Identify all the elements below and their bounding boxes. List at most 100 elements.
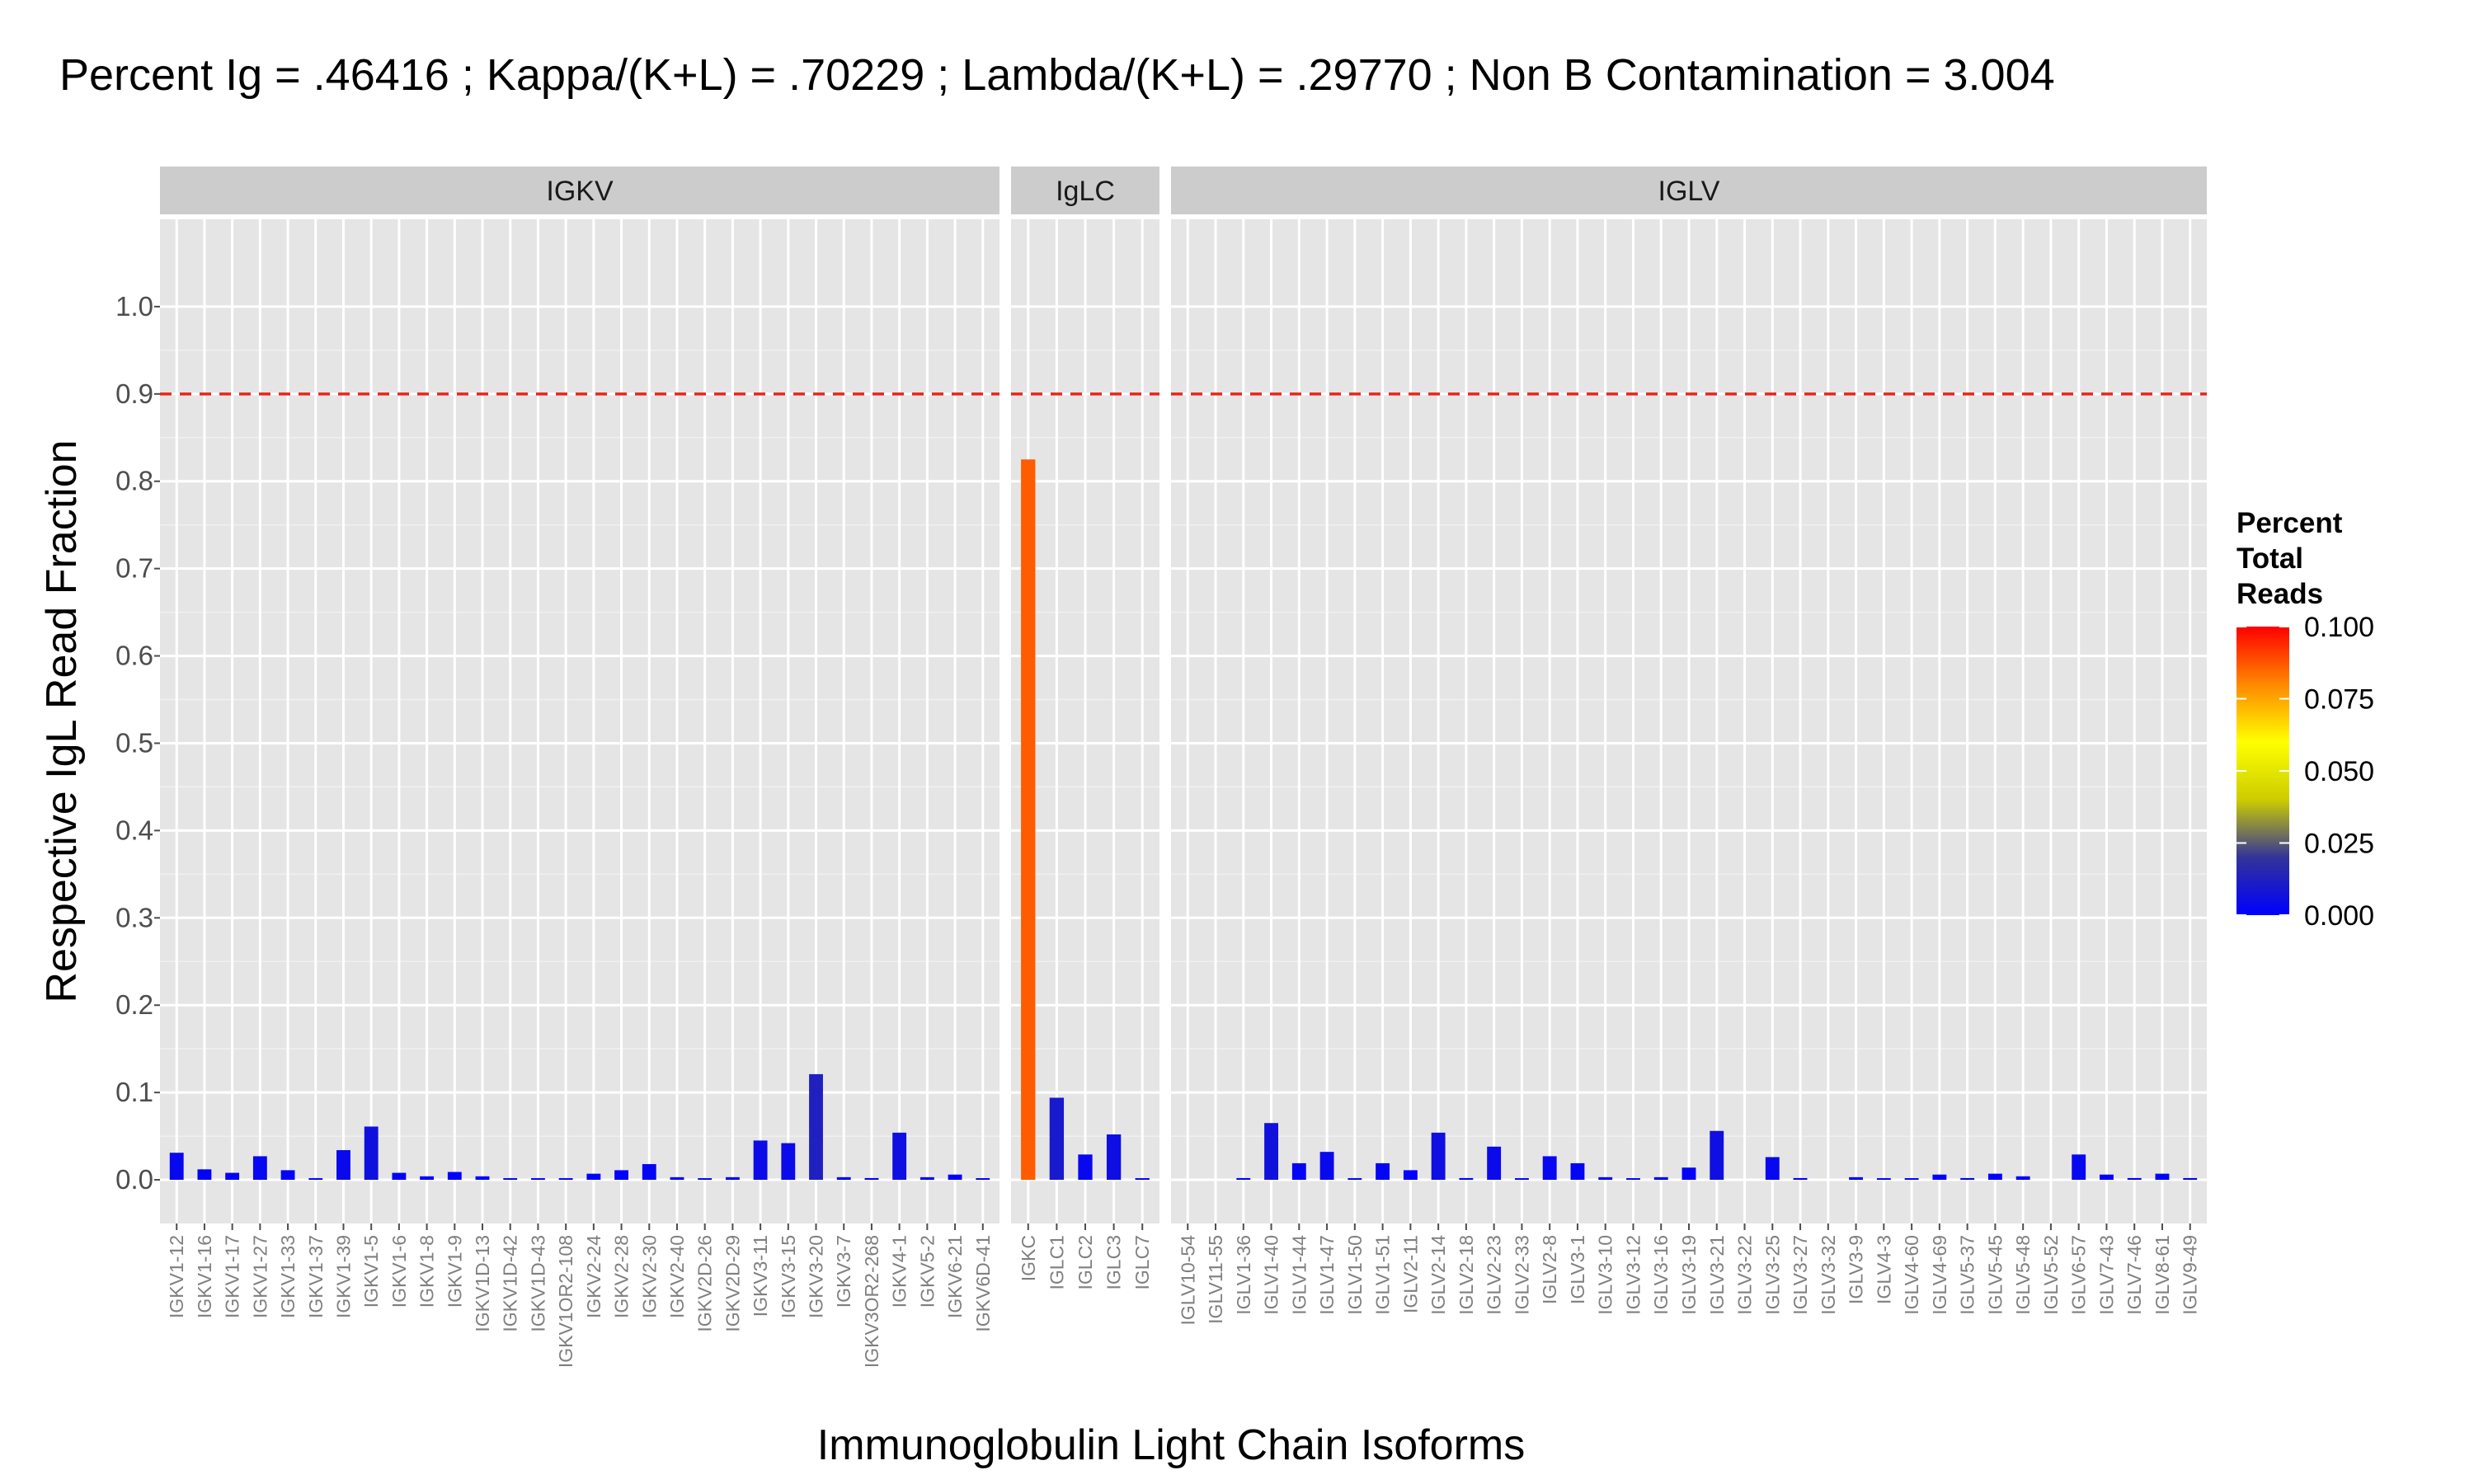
bar — [364, 1126, 379, 1181]
x-tick-label: IGLC1 — [1046, 1235, 1067, 1289]
x-tick-label: IGLV4-60 — [1901, 1235, 1922, 1315]
x-tick-label: IGKV1-27 — [249, 1235, 270, 1318]
x-tick-label: IGLV2-18 — [1456, 1235, 1477, 1315]
x-tick-label: IGLC7 — [1131, 1235, 1153, 1289]
x-tick-label: IGKV3-11 — [750, 1235, 771, 1317]
bar — [864, 1177, 879, 1181]
bar — [336, 1150, 350, 1181]
bar — [948, 1174, 962, 1181]
y-axis-label: Respective IgL Read Fraction — [38, 439, 86, 1003]
x-tick-label: IGLV9-49 — [2180, 1235, 2201, 1315]
x-tick-label: IGKV3-20 — [806, 1235, 827, 1318]
x-tick-label: IGKV2D-29 — [722, 1235, 743, 1332]
x-tick-label: IGKV1-39 — [332, 1235, 354, 1318]
bar — [1542, 1156, 1557, 1181]
bar — [642, 1163, 656, 1181]
bar — [892, 1132, 907, 1181]
bar — [252, 1156, 267, 1181]
legend-tick-label: 0.025 — [2304, 829, 2374, 860]
bar — [447, 1172, 462, 1181]
x-tick-label: IGKV1D-43 — [527, 1235, 548, 1332]
bar — [1626, 1178, 1640, 1181]
x-tick-label: IGKV6D-41 — [972, 1235, 994, 1332]
x-tick-label: IGKV1-16 — [194, 1235, 215, 1318]
x-tick-label: IGLV3-22 — [1734, 1235, 1756, 1315]
bar — [197, 1169, 212, 1181]
legend-title: Total — [2236, 542, 2303, 575]
x-tick-label: IGKV1-33 — [277, 1235, 299, 1318]
x-tick-label: IGLV2-11 — [1399, 1235, 1421, 1313]
bar — [836, 1176, 851, 1181]
facet-strip-label: IGLV — [1658, 176, 1720, 207]
bar — [503, 1178, 518, 1181]
panel-background — [160, 219, 999, 1223]
legend-title: Percent — [2236, 507, 2343, 539]
facet-strip — [1011, 167, 1159, 214]
facet-strip-label: IgLC — [1056, 176, 1115, 207]
bar — [2155, 1173, 2170, 1181]
bar — [781, 1143, 796, 1181]
bar — [1431, 1132, 1446, 1181]
x-tick-label: IGKV2-30 — [638, 1235, 660, 1318]
x-tick-label: IGLV3-12 — [1622, 1235, 1644, 1315]
bar — [1765, 1157, 1780, 1181]
bar — [1876, 1178, 1891, 1181]
x-tick-label: IGKV1-5 — [360, 1235, 382, 1308]
y-tick-label: 1.0 — [115, 291, 153, 322]
bar — [1960, 1177, 1975, 1181]
legend-tick-label: 0.075 — [2304, 684, 2374, 716]
x-tick-label: IGLV1-44 — [1288, 1235, 1310, 1315]
x-tick-label: IGLV3-10 — [1595, 1235, 1616, 1315]
bar — [1849, 1176, 1864, 1181]
bar — [2100, 1174, 2114, 1181]
x-tick-label: IGLV2-8 — [1539, 1235, 1560, 1304]
bar — [531, 1178, 545, 1181]
x-tick-label: IGKV1-37 — [305, 1235, 327, 1318]
y-tick-label: 0.6 — [115, 641, 153, 671]
bar — [558, 1178, 573, 1181]
bar — [1291, 1162, 1306, 1181]
legend-tick-label: 0.050 — [2304, 756, 2374, 787]
y-tick-label: 0.5 — [115, 727, 153, 758]
x-tick-label: IGKV4-1 — [889, 1235, 910, 1308]
x-tick-label: IGKV6-21 — [944, 1235, 966, 1318]
x-tick-label: IGLV10-54 — [1177, 1235, 1198, 1326]
x-tick-label: IGLV3-9 — [1846, 1235, 1867, 1304]
bar — [586, 1173, 601, 1181]
x-tick-label: IGKV3OR2-268 — [861, 1235, 882, 1368]
bar — [1487, 1146, 1502, 1181]
x-tick-label: IGLV6-57 — [2068, 1235, 2090, 1315]
x-tick-label: IGLC3 — [1103, 1235, 1125, 1289]
bar — [1653, 1176, 1668, 1181]
x-tick-label: IGKV1-17 — [222, 1235, 243, 1318]
bar — [1403, 1170, 1418, 1181]
x-tick-label: IGLV3-1 — [1567, 1235, 1588, 1304]
x-tick-label: IGLV8-61 — [2152, 1235, 2173, 1315]
bar — [670, 1176, 684, 1181]
x-tick-label: IGKV2-28 — [611, 1235, 633, 1318]
x-tick-label: IGLV3-21 — [1706, 1235, 1728, 1315]
bar — [1681, 1167, 1696, 1181]
x-tick-label: IGLV5-52 — [2040, 1235, 2062, 1315]
chart-title: Percent Ig = .46416 ; Kappa/(K+L) = .702… — [59, 50, 2055, 100]
x-tick-label: IGKV2-40 — [666, 1235, 688, 1318]
bar — [753, 1140, 768, 1181]
legend-tick-label: 0.000 — [2304, 900, 2374, 932]
x-tick-label: IGLV3-25 — [1761, 1235, 1783, 1315]
bar — [614, 1170, 628, 1181]
bar — [725, 1176, 740, 1181]
bar — [169, 1153, 184, 1181]
bar — [698, 1178, 713, 1181]
y-tick-label: 0.8 — [115, 466, 153, 496]
bar — [2183, 1177, 2198, 1181]
bar — [2127, 1177, 2142, 1181]
bar — [392, 1172, 407, 1181]
bar — [976, 1178, 990, 1181]
x-tick-label: IGKV1D-42 — [500, 1235, 521, 1332]
x-tick-label: IGKV3-7 — [833, 1235, 854, 1308]
bar — [1264, 1123, 1278, 1181]
bar — [1987, 1173, 2002, 1181]
x-tick-label: IGKV5-2 — [916, 1235, 938, 1308]
x-tick-label: IGLV5-48 — [2012, 1235, 2034, 1315]
bar — [920, 1176, 934, 1181]
